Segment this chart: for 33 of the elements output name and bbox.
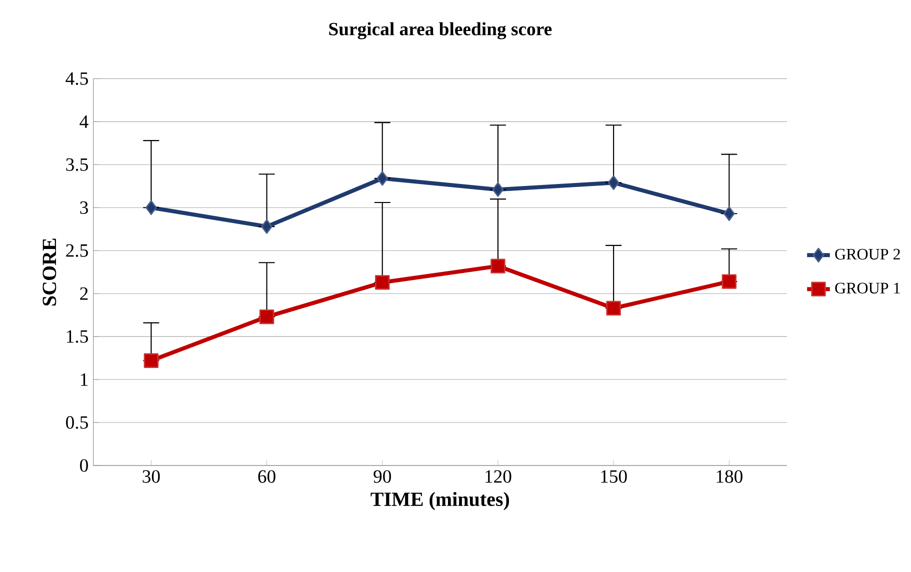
point bbox=[144, 353, 159, 368]
point bbox=[606, 300, 621, 316]
x-tick-label: 150 bbox=[601, 470, 627, 483]
point bbox=[723, 206, 735, 221]
y-tick-label: 3.5 bbox=[66, 158, 88, 171]
y-tick-label: 2.5 bbox=[66, 244, 88, 257]
x-axis-title: TIME (minutes) bbox=[370, 492, 509, 510]
point bbox=[259, 309, 274, 324]
y-tick-label: 1.5 bbox=[66, 330, 88, 343]
legend-label: GROUP 2 bbox=[835, 248, 900, 260]
point bbox=[490, 258, 506, 274]
y-tick-label: 4.5 bbox=[66, 72, 88, 85]
y-tick-label: 1 bbox=[80, 373, 88, 386]
x-tick-label: 180 bbox=[716, 470, 742, 483]
chart-title: Surgical area bleeding score bbox=[329, 22, 552, 40]
point bbox=[492, 182, 504, 197]
point bbox=[376, 170, 388, 186]
y-axis-title: SCORE bbox=[42, 238, 56, 306]
x-tick-label: 120 bbox=[486, 470, 512, 483]
y-tick-label: 0 bbox=[80, 459, 88, 472]
y-tick-label: 2 bbox=[80, 287, 88, 300]
point bbox=[261, 219, 272, 234]
y-tick-label: 0.5 bbox=[66, 416, 88, 429]
y-tick-label: 3 bbox=[80, 201, 88, 214]
point bbox=[146, 200, 157, 215]
y-tick-label: 4 bbox=[80, 115, 88, 128]
point bbox=[608, 175, 620, 190]
x-tick-label: 60 bbox=[258, 470, 276, 483]
x-tick-label: 90 bbox=[374, 470, 391, 483]
x-tick-label: 30 bbox=[142, 470, 160, 483]
legend-label: GROUP 1 bbox=[835, 282, 900, 294]
point bbox=[722, 274, 736, 289]
point bbox=[375, 274, 390, 290]
